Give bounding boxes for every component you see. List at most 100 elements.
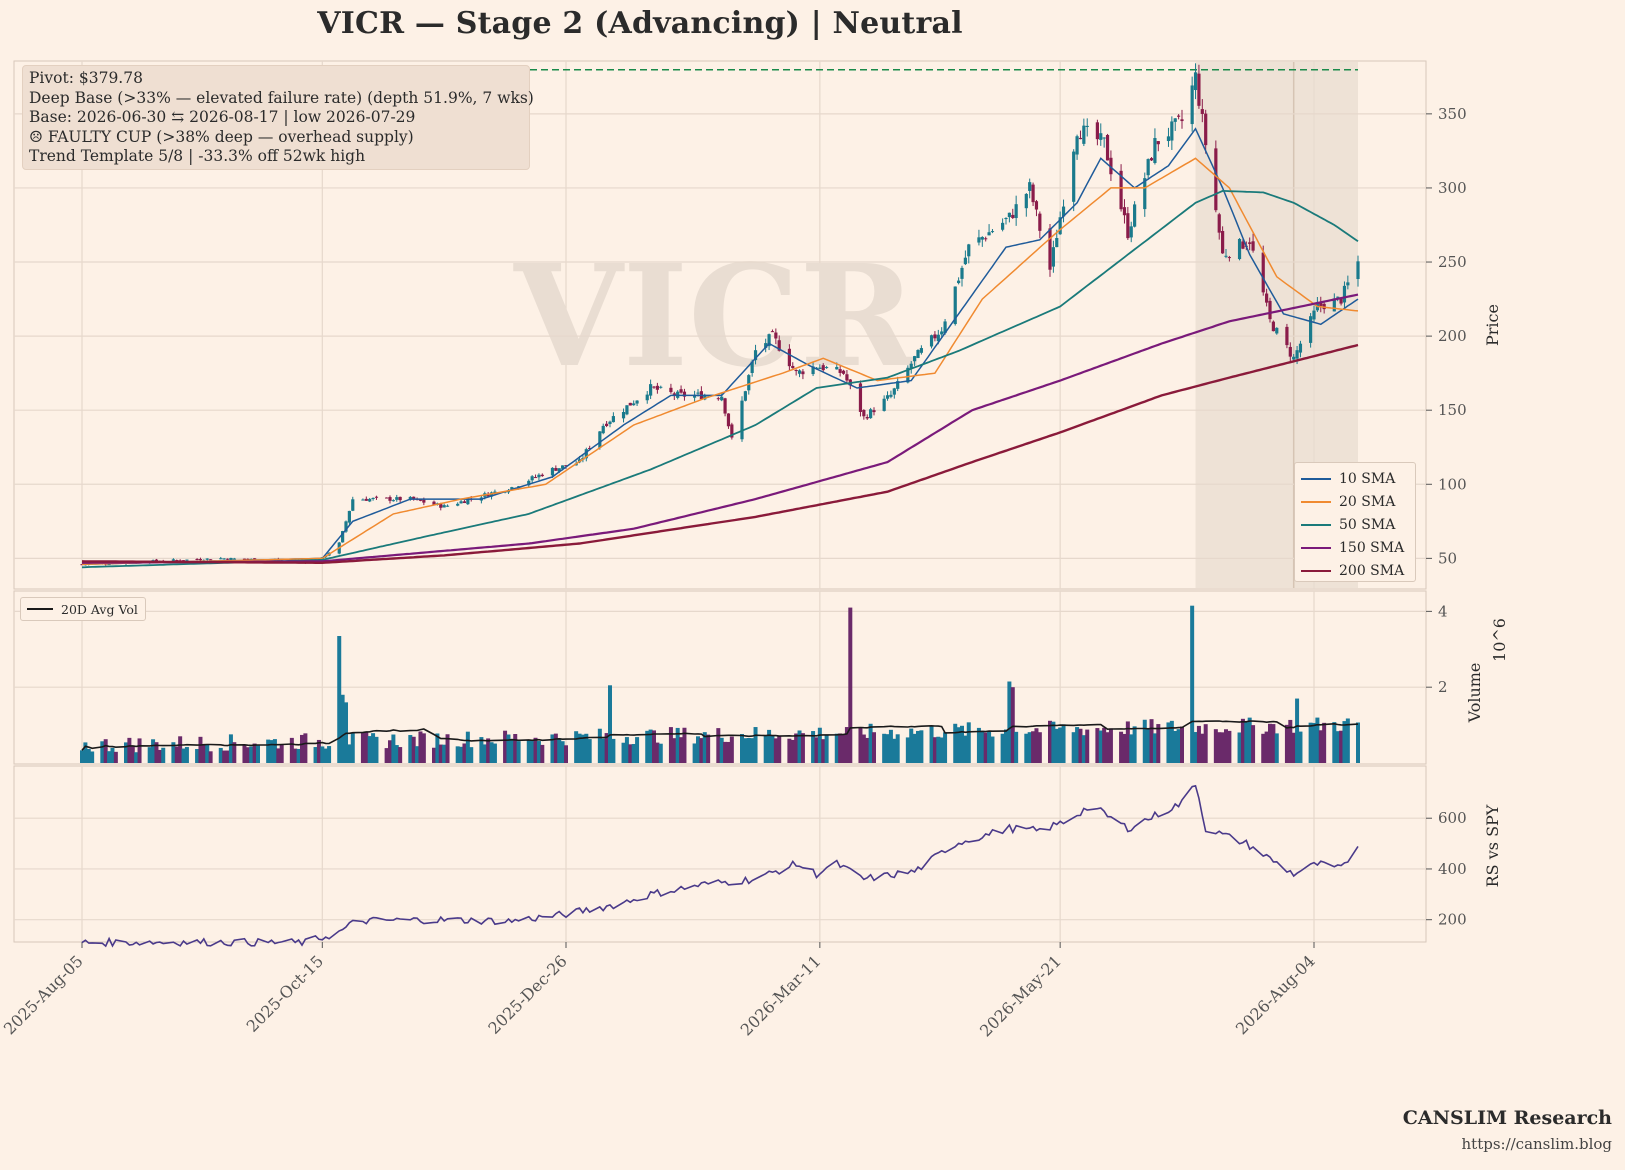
- volume-bar: [635, 737, 640, 763]
- volume-bar: [398, 747, 403, 763]
- candle-body: [1024, 193, 1028, 209]
- volume-bar: [587, 739, 592, 763]
- candle-body: [229, 557, 233, 561]
- candle-body: [943, 321, 947, 334]
- volume-bar: [800, 733, 805, 763]
- volume-bar: [1173, 730, 1178, 763]
- volume-bar: [198, 736, 203, 763]
- volume-bar: [679, 737, 684, 763]
- volume-bar: [750, 738, 755, 763]
- y-tick-label: 50: [1438, 549, 1457, 567]
- candle-body: [225, 558, 230, 560]
- legend-entry: 150 SMA: [1301, 536, 1409, 559]
- candle-body: [652, 386, 656, 388]
- legend-swatch: [1301, 477, 1331, 480]
- volume-bar: [919, 730, 924, 763]
- info-pivot: Pivot: $379.78: [29, 69, 143, 87]
- volume-bar: [371, 733, 376, 763]
- candle-body: [175, 560, 179, 562]
- volume-bar: [1169, 720, 1174, 763]
- volume-bar: [604, 733, 609, 763]
- volume-bar: [340, 694, 345, 763]
- y-tick-label: 4: [1438, 602, 1448, 620]
- candle-body: [371, 498, 375, 500]
- x-tick-label: 2025-Dec-26: [484, 951, 570, 1037]
- candle-body: [936, 334, 940, 342]
- candle-body: [1055, 237, 1059, 248]
- volume-bar: [885, 734, 890, 763]
- volume-bar: [360, 732, 365, 763]
- volume-bar: [872, 732, 876, 763]
- candle-body: [865, 416, 869, 419]
- candle-body: [1149, 158, 1154, 161]
- candle-body: [723, 398, 727, 414]
- candle-body: [885, 395, 890, 399]
- candle-body: [1217, 214, 1221, 233]
- volume-bar: [1075, 727, 1080, 763]
- candle-body: [720, 396, 724, 401]
- candle-body: [598, 431, 602, 448]
- volume-bar: [1166, 722, 1171, 763]
- volume-bar: [195, 749, 200, 763]
- x-tick-label: 2026-Mar-11: [737, 951, 825, 1039]
- volume-bar: [208, 751, 213, 763]
- volume-bar: [1288, 719, 1293, 763]
- candle-body: [456, 503, 460, 506]
- candle-body: [530, 476, 534, 481]
- candle-body: [1295, 350, 1299, 359]
- volume-bar: [516, 741, 521, 763]
- candle-body: [1221, 230, 1225, 254]
- candle-body: [1007, 212, 1011, 218]
- candle-body: [977, 237, 981, 243]
- candle-body: [764, 343, 768, 348]
- candle-body: [1342, 285, 1347, 303]
- volume-bar: [391, 734, 396, 763]
- candle-body: [344, 521, 348, 532]
- candle-body: [462, 501, 467, 504]
- candle-body: [1061, 206, 1066, 217]
- candle-body: [550, 467, 555, 476]
- candle-body: [1143, 178, 1147, 210]
- candle-body: [588, 447, 592, 449]
- legend-label: 50 SMA: [1339, 516, 1396, 533]
- candle-body: [527, 480, 531, 486]
- volume-bar: [631, 744, 636, 763]
- candle-body: [889, 394, 893, 397]
- candle-body: [1085, 125, 1089, 128]
- volume-bar: [787, 738, 792, 763]
- candle-body: [1004, 217, 1008, 220]
- volume-axis-label: Volume: [1465, 663, 1484, 724]
- volume-bar: [269, 740, 274, 763]
- candle-body: [774, 332, 778, 339]
- candle-body: [767, 334, 771, 347]
- volume-bar: [936, 736, 941, 763]
- y-tick-label: 200: [1438, 911, 1467, 929]
- volume-bar: [888, 729, 893, 763]
- volume-bar: [272, 739, 277, 763]
- candle-body: [862, 410, 866, 417]
- volume-bar: [892, 738, 897, 763]
- volume-bar: [1152, 733, 1157, 763]
- candle-body: [1224, 255, 1228, 257]
- candle-body: [940, 331, 944, 335]
- volume-bar: [1156, 724, 1161, 763]
- setup-info-box: Pivot: $379.78 Deep Base (>33% — elevate…: [22, 65, 534, 170]
- volume-bar: [1315, 717, 1320, 763]
- candle-body: [605, 423, 609, 427]
- candle-body: [1268, 300, 1272, 320]
- candle-body: [611, 416, 615, 423]
- candle-body: [391, 500, 395, 502]
- volume-bar: [699, 738, 704, 763]
- volume-bar: [932, 737, 937, 763]
- candle-body: [395, 497, 399, 500]
- candle-body: [1285, 326, 1289, 346]
- volume-bar: [1220, 732, 1225, 763]
- volume-bar: [1213, 729, 1218, 763]
- volume-bar: [442, 744, 447, 763]
- candle-body: [107, 564, 111, 566]
- volume-bar: [154, 742, 159, 763]
- volume-bar: [435, 733, 440, 763]
- legend-label: 20 SMA: [1339, 493, 1396, 510]
- volume-bar: [1295, 698, 1300, 763]
- volume-bar: [124, 742, 128, 763]
